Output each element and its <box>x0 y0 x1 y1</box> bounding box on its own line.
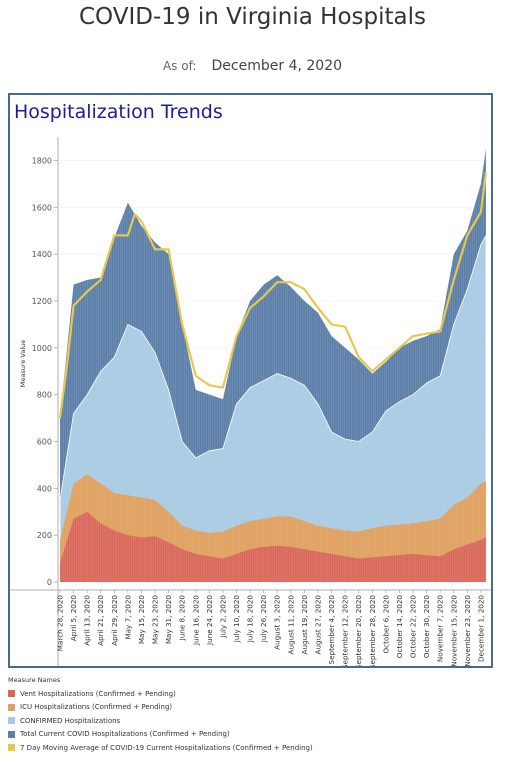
legend-swatch <box>8 744 15 752</box>
y-tick-label: 400 <box>37 484 52 493</box>
panel-title: Hospitalization Trends <box>14 101 223 123</box>
x-tick-label: April 21, 2020 <box>96 595 105 646</box>
legend-label: 7 Day Moving Average of COVID-19 Current… <box>20 743 313 752</box>
legend-swatch <box>8 717 15 725</box>
as-of-row: As of: December 4, 2020 <box>0 55 505 74</box>
x-tick-label: September 4, 2020 <box>327 595 336 665</box>
x-tick-label: July 2, 2020 <box>218 595 227 639</box>
y-tick-label: 1400 <box>32 250 52 259</box>
x-tick-label: July 26, 2020 <box>259 595 268 644</box>
x-tick-label: October 6, 2020 <box>381 595 390 654</box>
y-tick-label: 1800 <box>32 156 52 165</box>
page-title: COVID-19 in Virginia Hospitals <box>79 4 426 30</box>
vent-area <box>60 511 486 582</box>
x-tick-label: October 14, 2020 <box>395 595 404 658</box>
x-tick-label: May 15, 2020 <box>137 595 146 645</box>
y-tick-label: 1600 <box>32 203 52 212</box>
legend-item: Total Current COVID Hospitalizations (Co… <box>8 728 313 742</box>
y-tick-label: 600 <box>37 437 52 446</box>
x-tick-label: June 24, 2020 <box>205 595 214 646</box>
hospitalization-chart: 0 200 400 600 800 1000 1200 1400 1600 1800 Measure… <box>10 137 491 666</box>
x-tick-label: May 23, 2020 <box>151 595 160 645</box>
x-tick-label: November 15, 2020 <box>449 595 458 666</box>
chart-panel: Hospitalization Trends 0 200 400 600 800 1000… <box>8 93 493 668</box>
legend: Measure Names Vent Hospitalizations (Con… <box>8 676 313 755</box>
confirmed-area <box>59 235 487 583</box>
legend-label: ICU Hospitalizations (Confirmed + Pendin… <box>20 703 173 712</box>
y-tick-label: 1200 <box>32 297 52 306</box>
x-tick-label: September 20, 2020 <box>354 595 363 666</box>
x-tick-label: April 29, 2020 <box>110 595 119 646</box>
legend-item: Vent Hospitalizations (Confirmed + Pendi… <box>8 687 313 701</box>
moving-average-line <box>58 171 488 419</box>
legend-item: ICU Hospitalizations (Confirmed + Pendin… <box>8 701 313 715</box>
legend-title: Measure Names <box>8 676 61 684</box>
legend-label: Total Current COVID Hospitalizations (Co… <box>20 730 230 739</box>
x-tick-label: July 10, 2020 <box>232 595 241 644</box>
as-of-label: As of: <box>162 59 197 73</box>
x-tick-label: August 19, 2020 <box>300 595 309 655</box>
x-tick-label: October 22, 2020 <box>409 595 418 658</box>
y-tick-label: 0 <box>47 578 52 587</box>
x-tick-label: May 31, 2020 <box>164 595 173 645</box>
legend-swatch <box>8 703 15 711</box>
legend-item: CONFIRMED Hospitalizations <box>8 714 313 728</box>
x-tick-label: June 8, 2020 <box>178 595 187 642</box>
x-tick-label: April 5, 2020 <box>69 595 78 642</box>
x-tick-label: August 3, 2020 <box>273 595 282 650</box>
y-tick-label: 200 <box>37 531 52 540</box>
x-tick-label: March 28, 2020 <box>56 595 65 652</box>
x-tick-label: August 27, 2020 <box>313 595 322 655</box>
x-tick-label: April 13, 2020 <box>83 595 92 646</box>
legend-item: 7 Day Moving Average of COVID-19 Current… <box>8 741 313 755</box>
x-tick-label: June 16, 2020 <box>191 595 200 646</box>
x-tick-label: September 28, 2020 <box>368 595 377 666</box>
as-of-date: December 4, 2020 <box>211 58 343 74</box>
y-tick-label: 1000 <box>32 344 52 353</box>
x-tick-label: October 30, 2020 <box>422 595 431 658</box>
legend-swatch <box>8 690 15 698</box>
legend-swatch <box>8 730 15 738</box>
x-tick-label: November 23, 2020 <box>463 595 472 666</box>
y-tick-label: 800 <box>37 391 52 400</box>
x-tick-label: November 7, 2020 <box>436 595 445 663</box>
x-tick-label: August 11, 2020 <box>286 595 295 655</box>
legend-label: CONFIRMED Hospitalizations <box>20 716 121 725</box>
x-tick-label: September 12, 2020 <box>341 595 350 666</box>
y-axis-label: Measure Value <box>19 340 27 388</box>
x-tick-label: December 1, 2020 <box>476 595 485 662</box>
x-tick-label: May 7, 2020 <box>123 595 132 640</box>
legend-label: Vent Hospitalizations (Confirmed + Pendi… <box>20 689 176 698</box>
x-tick-label: July 18, 2020 <box>246 595 255 644</box>
